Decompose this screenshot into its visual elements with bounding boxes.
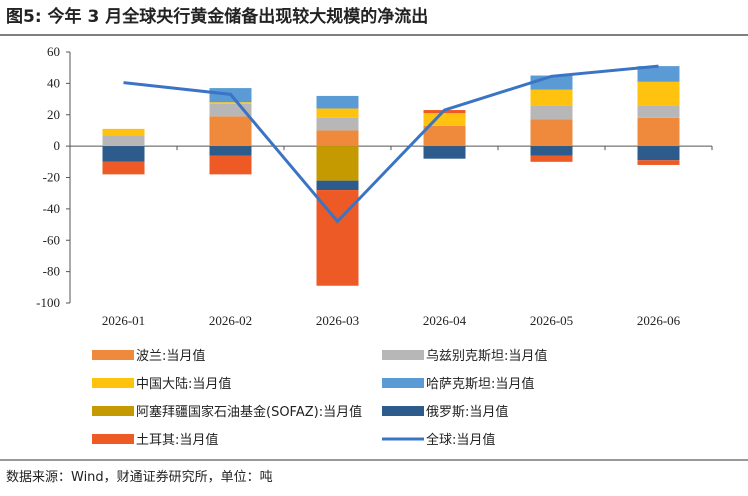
bar — [102, 161, 145, 175]
bar — [530, 119, 573, 147]
bar — [637, 81, 680, 106]
y-tick-label: 40 — [47, 75, 60, 90]
legend-swatch — [92, 434, 134, 444]
bar — [209, 116, 252, 147]
bar — [530, 89, 573, 106]
legend-swatch — [382, 350, 424, 360]
x-tick-label: 2026-01 — [102, 313, 145, 328]
legend-label: 阿塞拜疆国家石油基金(SOFAZ):当月值 — [136, 404, 362, 420]
bar — [316, 95, 359, 109]
bar — [316, 180, 359, 191]
bar — [637, 66, 680, 82]
x-tick-label: 2026-06 — [637, 313, 681, 328]
bar — [637, 117, 680, 147]
y-tick-label: 60 — [47, 44, 60, 59]
legend-swatch — [92, 406, 134, 416]
bar — [102, 146, 145, 162]
bar — [423, 146, 466, 159]
y-tick-label: 20 — [47, 107, 60, 122]
y-tick-label: -60 — [43, 232, 60, 247]
x-tick-label: 2026-04 — [423, 313, 467, 328]
legend-swatch — [382, 406, 424, 416]
x-tick-label: 2026-02 — [209, 313, 252, 328]
line — [123, 64, 659, 224]
y-tick-label: -100 — [36, 295, 60, 310]
legend-label: 哈萨克斯坦:当月值 — [426, 376, 534, 392]
bar — [530, 105, 573, 120]
bar — [316, 117, 359, 131]
legend-label: 乌兹别克斯坦:当月值 — [426, 348, 547, 364]
bar — [102, 128, 145, 136]
legend-label: 全球:当月值 — [426, 432, 495, 448]
legend-label: 土耳其:当月值 — [136, 432, 218, 448]
y-tick-label: 0 — [54, 138, 61, 153]
y-tick-label: -20 — [43, 170, 60, 185]
y-tick-label: -40 — [43, 201, 60, 216]
bar — [209, 102, 252, 104]
bar — [316, 146, 359, 181]
bar — [316, 130, 359, 147]
legend-swatch — [92, 378, 134, 388]
bar — [637, 146, 680, 161]
bar — [209, 155, 252, 175]
x-tick-label: 2026-05 — [530, 313, 573, 328]
bar — [209, 146, 252, 156]
y-tick-label: -80 — [43, 264, 60, 279]
legend-label: 中国大陆:当月值 — [136, 376, 231, 392]
bar — [316, 108, 359, 118]
bar — [530, 155, 573, 162]
bar — [637, 105, 680, 118]
bar — [423, 125, 466, 147]
legend-label: 波兰:当月值 — [136, 348, 205, 364]
legend-swatch — [92, 350, 134, 360]
legend-label: 俄罗斯:当月值 — [426, 404, 508, 420]
bar — [530, 146, 573, 156]
source: 数据来源：Wind，财通证券研究所，单位：吨 — [6, 469, 273, 485]
bar — [637, 160, 680, 165]
x-tick-label: 2026-03 — [316, 313, 359, 328]
bar — [102, 135, 145, 147]
legend-swatch — [382, 378, 424, 388]
chart-title: 图5: 今年 3 月全球央行黄金储备出现较大规模的净流出 — [6, 6, 428, 27]
